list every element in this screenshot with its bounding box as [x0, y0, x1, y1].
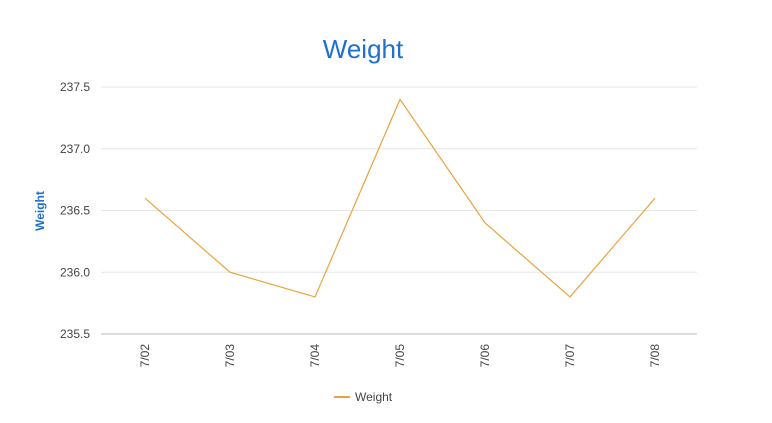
y-tick-label: 236.5 [60, 204, 90, 218]
gridlines [101, 86, 697, 335]
y-tick-label: 237.0 [60, 142, 90, 156]
x-tick-label: 7/06 [478, 344, 492, 368]
legend: Weight [334, 390, 393, 404]
x-tick-label: 7/05 [393, 344, 407, 368]
series-lines [144, 98, 656, 298]
x-tick-label: 7/03 [223, 344, 237, 368]
y-tick-label: 236.0 [60, 265, 90, 279]
x-tick-label: 7/07 [563, 344, 577, 368]
x-axis-ticks: 7/02 7/03 7/04 7/05 7/06 7/07 7/08 [138, 344, 662, 368]
y-tick-label: 235.5 [60, 327, 90, 341]
x-tick-label: 7/08 [648, 344, 662, 368]
y-axis-ticks: 235.5 236.0 236.5 237.0 237.5 [60, 80, 90, 341]
x-tick-label: 7/02 [138, 344, 152, 368]
legend-label-weight: Weight [355, 390, 393, 404]
series-line-weight [144, 98, 656, 298]
y-axis-label: Weight [33, 191, 47, 231]
y-tick-label: 237.5 [60, 80, 90, 94]
chart-title: Weight [323, 34, 404, 64]
x-tick-label: 7/04 [308, 344, 322, 368]
